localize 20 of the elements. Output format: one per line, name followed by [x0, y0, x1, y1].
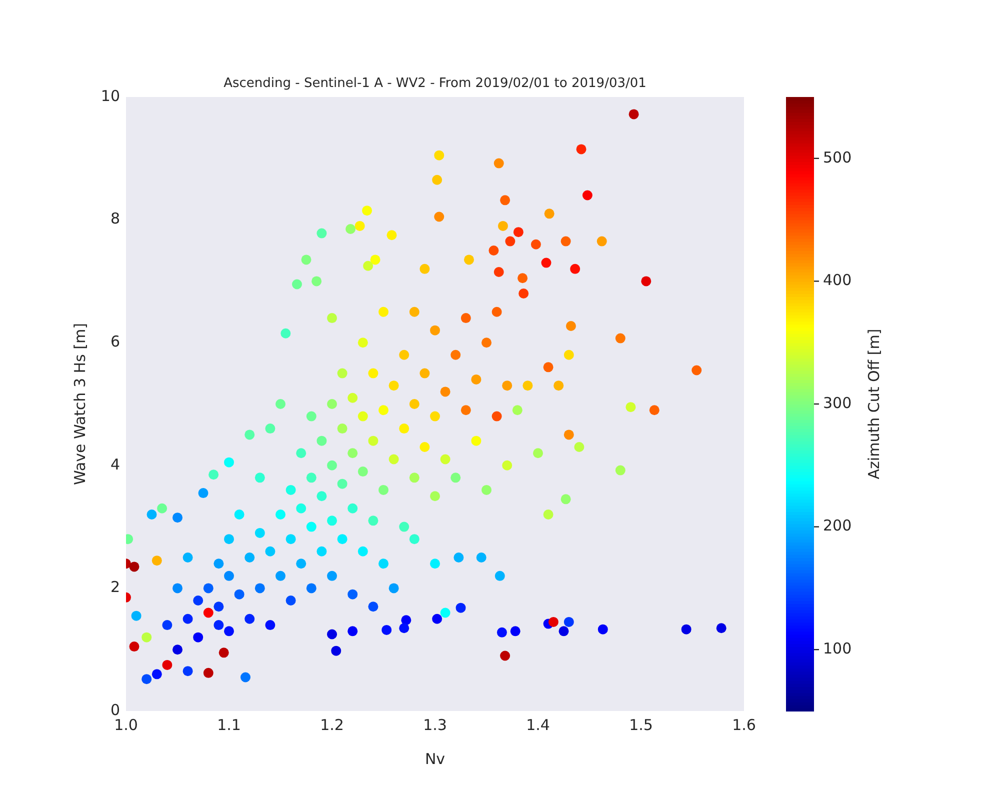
x-tick-label: 1.2 [320, 716, 344, 734]
color-bar-label: 300 [823, 394, 852, 412]
y-axis-title: Wave Watch 3 Hs [m] [70, 323, 89, 485]
y-tick-label: 6 [110, 332, 120, 350]
y-tick-label: 8 [110, 210, 120, 228]
color-bar-label: 400 [823, 271, 852, 290]
x-tick-label: 1.4 [526, 716, 550, 734]
color-bar-label: 100 [823, 639, 852, 658]
x-axis-title: Nv [424, 750, 446, 768]
y-tick-label: 10 [100, 86, 120, 105]
x-tick-label: 1.6 [732, 716, 756, 734]
color-bar-title: Azimuth Cut Off [m] [864, 328, 883, 480]
y-tick-label: 2 [110, 578, 120, 596]
chart-title: Ascending - Sentinel-1 A - WV2 - From 2019/02/01 to 2019/03/01 [224, 76, 646, 91]
color-bar-label: 500 [823, 148, 852, 166]
x-tick-label: 1.5 [629, 716, 653, 734]
color-bar-label: 200 [823, 516, 852, 535]
x-tick-label: 1.1 [217, 716, 241, 734]
y-tick-label: 4 [110, 455, 120, 474]
x-tick-label: 1.3 [423, 716, 447, 734]
